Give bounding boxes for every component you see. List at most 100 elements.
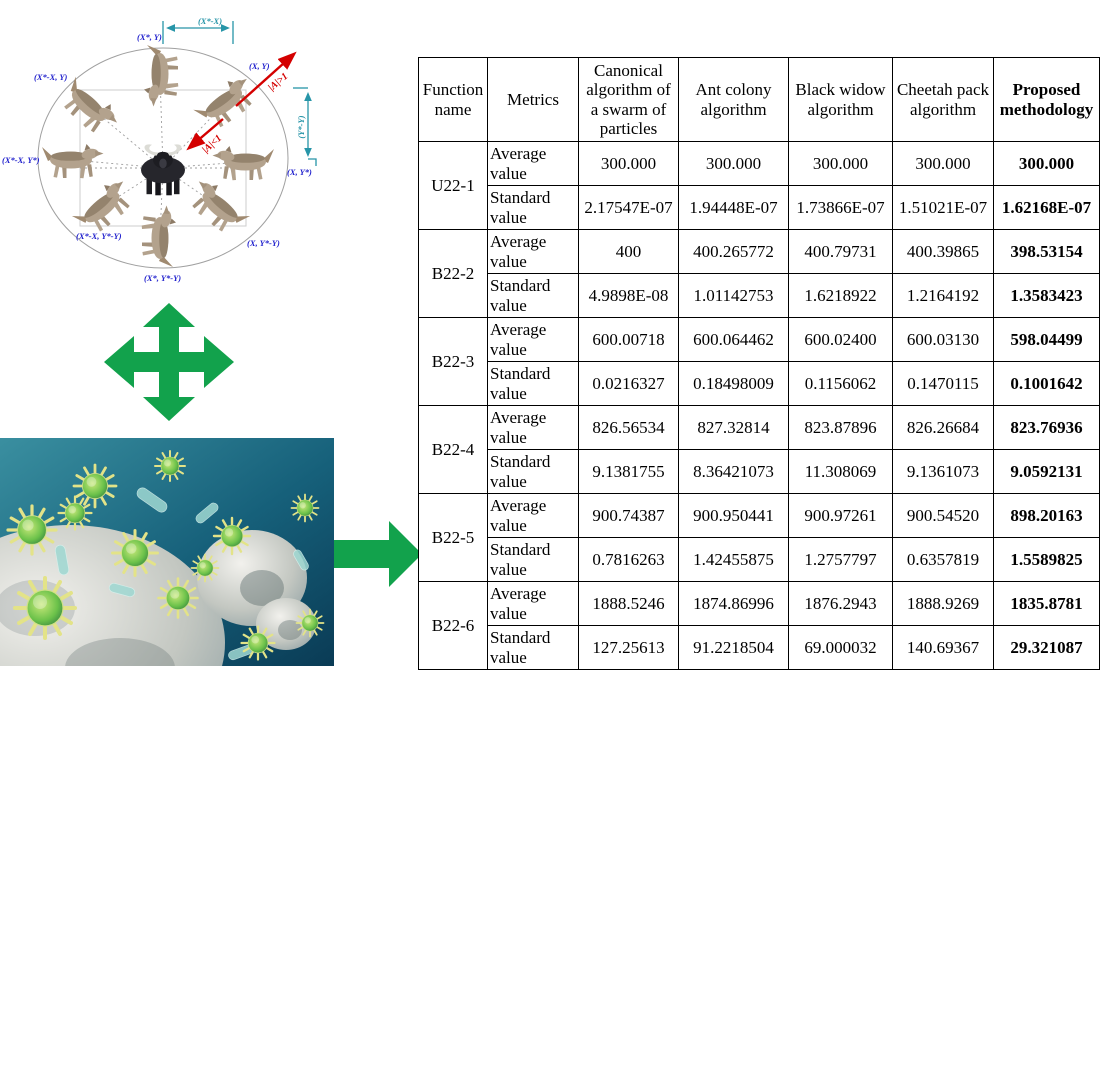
four-way-arrow-icon bbox=[104, 303, 234, 421]
col-header-function-name: Function name bbox=[418, 57, 488, 142]
four-way-arrow-shape bbox=[104, 303, 234, 421]
cell-value: 826.26684 bbox=[892, 405, 994, 450]
cell-function-name: B22-6 bbox=[418, 581, 488, 670]
cell-value: 0.0216327 bbox=[578, 361, 679, 406]
cell-value: 400.39865 bbox=[892, 229, 994, 274]
cell-metric: Average value bbox=[487, 581, 579, 626]
attack-arrow bbox=[186, 118, 224, 151]
cell-value: 4.9898E-08 bbox=[578, 273, 679, 318]
flee-arrow bbox=[235, 51, 297, 107]
cell-value: 600.00718 bbox=[578, 317, 679, 362]
wolf-icon bbox=[42, 144, 104, 179]
cell-function-name: U22-1 bbox=[418, 141, 488, 230]
diagram-label-x-ystar-y: (X, Y*-Y) bbox=[247, 238, 280, 248]
cell-metric: Average value bbox=[487, 317, 579, 362]
cell-value: 1.62168E-07 bbox=[993, 185, 1100, 230]
wolf-icon bbox=[182, 174, 253, 240]
right-arrow-icon bbox=[334, 521, 422, 587]
cell-value: 823.76936 bbox=[993, 405, 1100, 450]
wolf-icon bbox=[144, 45, 179, 107]
cell-value: 1.51021E-07 bbox=[892, 185, 994, 230]
virus-image bbox=[0, 438, 334, 666]
col-header-canonical-pso: Canonical algorithm of a swarm of partic… bbox=[578, 57, 679, 142]
cell-value: 1835.8781 bbox=[993, 581, 1100, 626]
cell-value: 1.01142753 bbox=[678, 273, 789, 318]
cell-value: 91.2218504 bbox=[678, 625, 789, 670]
cell-value: 398.53154 bbox=[993, 229, 1100, 274]
cell-value: 1.2164192 bbox=[892, 273, 994, 318]
cell-value: 1.3583423 bbox=[993, 273, 1100, 318]
table-row: Standard value 2.17547E-07 1.94448E-07 1.73… bbox=[419, 185, 1100, 230]
cell-value: 1.2757797 bbox=[788, 537, 893, 582]
cell-value: 140.69367 bbox=[892, 625, 994, 670]
wolf-icon bbox=[54, 74, 124, 142]
col-header-metrics: Metrics bbox=[487, 57, 579, 142]
cell-value: 127.25613 bbox=[578, 625, 679, 670]
cell-value: 0.1470115 bbox=[892, 361, 994, 406]
cell-value: 0.1156062 bbox=[788, 361, 893, 406]
cell-value: 1888.5246 bbox=[578, 581, 679, 626]
diagram-label-x-ystar: (X, Y*) bbox=[287, 167, 312, 177]
cell-value: 900.74387 bbox=[578, 493, 679, 538]
table-row: Standard value 0.0216327 0.18498009 0.11560… bbox=[419, 361, 1100, 406]
table-row: B22-6 Average value 1888.5246 1874.86996 187… bbox=[418, 581, 1100, 670]
diagram-label-x-y: (X, Y) bbox=[249, 61, 270, 71]
cell-value: 1.5589825 bbox=[993, 537, 1100, 582]
cell-value: 300.000 bbox=[892, 141, 994, 186]
col-header-ant-colony: Ant colony algorithm bbox=[678, 57, 789, 142]
diagram-label-xstar-x-y: (X*-X, Y) bbox=[34, 72, 68, 82]
cell-metric: Average value bbox=[487, 493, 579, 538]
cell-value: 400.265772 bbox=[678, 229, 789, 274]
cell-value: 827.32814 bbox=[678, 405, 789, 450]
cell-value: 9.0592131 bbox=[993, 449, 1100, 494]
diagram-label-xstar-ystar-y: (X*, Y*-Y) bbox=[144, 273, 181, 283]
cell-value: 400.79731 bbox=[788, 229, 893, 274]
cell-function-name: B22-2 bbox=[418, 229, 488, 318]
cell-metric: Average value bbox=[487, 141, 579, 186]
table-row: Standard value 127.25613 91.2218504 69.0000… bbox=[419, 625, 1100, 670]
cell-metric: Standard value bbox=[487, 185, 579, 230]
diagram-label-xstar-x-ystar: (X*-X, Y*) bbox=[2, 155, 40, 165]
cell-value: 300.000 bbox=[578, 141, 679, 186]
diagram-label-xstar-minus-x: (X*-X) bbox=[198, 16, 222, 26]
cell-value: 0.7816263 bbox=[578, 537, 679, 582]
cell-value: 9.1381755 bbox=[578, 449, 679, 494]
cell-value: 300.000 bbox=[678, 141, 789, 186]
cell-value: 898.20163 bbox=[993, 493, 1100, 538]
cell-value: 300.000 bbox=[788, 141, 893, 186]
cell-metric: Average value bbox=[487, 405, 579, 450]
table-row: B22-2 Average value 400 400.265772 400.79731… bbox=[418, 229, 1100, 318]
right-arrow-shape bbox=[334, 521, 422, 587]
cell-metric: Standard value bbox=[487, 361, 579, 406]
cell-value: 2.17547E-07 bbox=[578, 185, 679, 230]
col-header-black-widow: Black widow algorithm bbox=[788, 57, 893, 142]
diagram-label-xstar-x-ystar-y: (X*-X, Y*-Y) bbox=[76, 231, 122, 241]
cell-value: 29.321087 bbox=[993, 625, 1100, 670]
table-row: Standard value 0.7816263 1.42455875 1.27577… bbox=[419, 537, 1100, 582]
cell-value: 598.04499 bbox=[993, 317, 1100, 362]
cell-value: 1874.86996 bbox=[678, 581, 789, 626]
cell-value: 1.42455875 bbox=[678, 537, 789, 582]
buffalo-icon bbox=[141, 144, 185, 196]
cell-function-name: B22-3 bbox=[418, 317, 488, 406]
cell-metric: Average value bbox=[487, 229, 579, 274]
cell-value: 900.54520 bbox=[892, 493, 994, 538]
cell-function-name: B22-4 bbox=[418, 405, 488, 494]
cell-value: 1.94448E-07 bbox=[678, 185, 789, 230]
table-row: Standard value 4.9898E-08 1.01142753 1.6218… bbox=[419, 273, 1100, 318]
diagram-label-ystar-minus-y: (Y*-Y) bbox=[296, 115, 306, 138]
cell-value: 600.02400 bbox=[788, 317, 893, 362]
cell-value: 826.56534 bbox=[578, 405, 679, 450]
table-row: U22-1 Average value 300.000 300.000 300.000 3… bbox=[418, 141, 1100, 230]
table-row: B22-3 Average value 600.00718 600.064462 600… bbox=[418, 317, 1100, 406]
cell-value: 600.064462 bbox=[678, 317, 789, 362]
cell-value: 0.1001642 bbox=[993, 361, 1100, 406]
cell-value: 1876.2943 bbox=[788, 581, 893, 626]
wolf-pack-diagram: (X*, Y) (X*-X) (X, Y) (X*-X, Y) (X*-X, Y*) (X… bbox=[2, 16, 317, 283]
wolf-icon bbox=[212, 146, 274, 181]
cell-metric: Standard value bbox=[487, 537, 579, 582]
table-row: Standard value 9.1381755 8.36421073 11.3080… bbox=[419, 449, 1100, 494]
cell-value: 11.308069 bbox=[788, 449, 893, 494]
table-row: B22-5 Average value 900.74387 900.950441 900… bbox=[418, 493, 1100, 582]
